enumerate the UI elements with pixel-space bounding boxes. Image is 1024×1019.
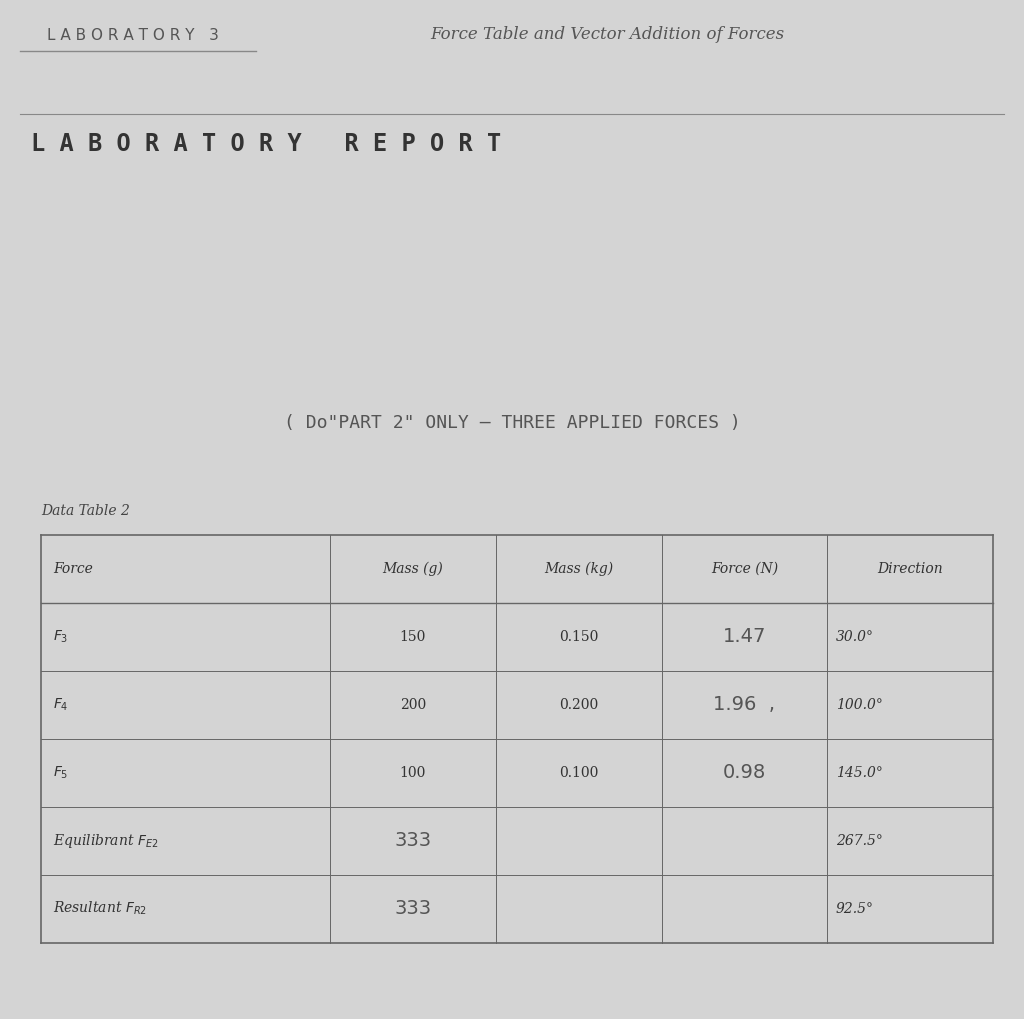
Text: Force: Force: [53, 561, 93, 576]
Text: Mass (kg): Mass (kg): [544, 561, 613, 576]
Text: L A B O R A T O R Y   R E P O R T: L A B O R A T O R Y R E P O R T: [31, 132, 501, 157]
Text: 150: 150: [399, 630, 426, 644]
Text: $F_3$: $F_3$: [53, 629, 69, 645]
Text: Force Table and Vector Addition of Forces: Force Table and Vector Addition of Force…: [430, 25, 784, 43]
Text: 92.5°: 92.5°: [836, 902, 873, 916]
Text: 333: 333: [394, 899, 431, 918]
Text: $F_5$: $F_5$: [53, 764, 69, 781]
Text: Direction: Direction: [878, 561, 943, 576]
Text: Mass (g): Mass (g): [382, 561, 443, 576]
Text: Resultant $F_{R2}$: Resultant $F_{R2}$: [53, 900, 147, 917]
Text: Data Table 2: Data Table 2: [41, 503, 130, 518]
Text: $F_4$: $F_4$: [53, 697, 69, 713]
Text: 100.0°: 100.0°: [836, 698, 883, 712]
Text: 0.150: 0.150: [559, 630, 598, 644]
Text: 145.0°: 145.0°: [836, 765, 883, 780]
Text: 1.47: 1.47: [723, 628, 766, 646]
Text: Equilibrant $F_{E2}$: Equilibrant $F_{E2}$: [53, 832, 159, 850]
Text: L A B O R A T O R Y   3: L A B O R A T O R Y 3: [47, 28, 219, 43]
Text: 0.200: 0.200: [559, 698, 598, 712]
Text: 267.5°: 267.5°: [836, 834, 883, 848]
Text: 1.96  ,: 1.96 ,: [714, 695, 775, 714]
Text: 0.100: 0.100: [559, 765, 598, 780]
Text: 333: 333: [394, 832, 431, 850]
Text: 30.0°: 30.0°: [836, 630, 873, 644]
Text: 200: 200: [399, 698, 426, 712]
Text: 0.98: 0.98: [723, 763, 766, 783]
Text: Force (N): Force (N): [711, 561, 778, 576]
Text: 100: 100: [399, 765, 426, 780]
Text: ( Do"PART 2" ONLY — THREE APPLIED FORCES ): ( Do"PART 2" ONLY — THREE APPLIED FORCES…: [284, 414, 740, 432]
